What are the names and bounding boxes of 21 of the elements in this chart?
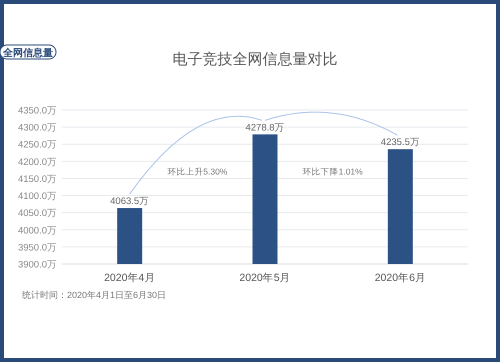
annotation: 环比上升5.30% <box>167 166 228 176</box>
y-tick-label: 4350.0万 <box>18 106 57 116</box>
y-tick-label: 4250.0万 <box>18 140 57 151</box>
text: 全网信息量 <box>2 47 53 59</box>
y-tick-label: 4100.0万 <box>18 191 57 202</box>
y-tick-label: 3900.0万 <box>18 260 57 270</box>
annotation: 环比下降1.01% <box>302 166 364 176</box>
y-tick-label: 4150.0万 <box>18 174 57 185</box>
y-tick-label: 4200.0万 <box>18 156 57 168</box>
y-tick-label: 4000.0万 <box>18 225 57 236</box>
y-tick-label: 4300.0万 <box>18 122 57 134</box>
text: 统计时间：2020年4月1日至6月30日 <box>22 290 166 300</box>
x-tick-label: 2020年4月 <box>104 272 156 284</box>
chart-title: 电子竞技全网信息量对比 <box>172 51 338 68</box>
text: 4235.5万 <box>380 137 420 148</box>
text: 4063.5万 <box>110 196 150 208</box>
text: 4278.8万 <box>245 122 285 134</box>
y-tick-label: 3950.0万 <box>18 242 57 254</box>
x-tick-label: 2020年5月 <box>239 272 291 284</box>
y-tick-label: 4050.0万 <box>18 208 57 220</box>
x-tick-label: 2020年6月 <box>374 272 426 284</box>
